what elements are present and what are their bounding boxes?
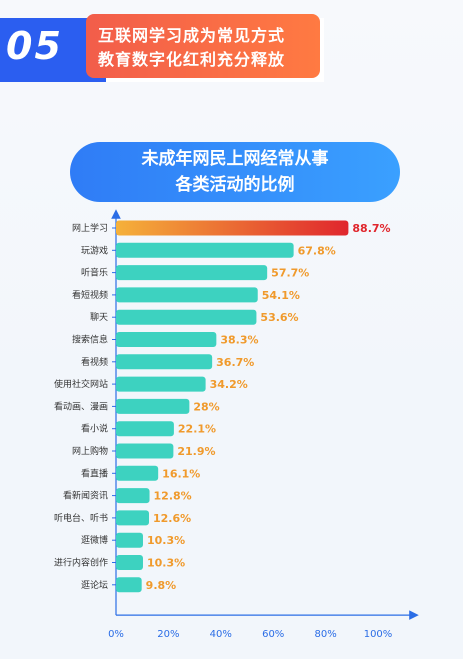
value-label-2: 57.7% [271,267,309,280]
bar-5 [116,332,217,347]
chart-title-pill [70,142,400,202]
bar-7 [116,376,206,392]
category-label-15: 进行内容创作 [54,557,108,569]
bar-15 [116,555,143,570]
section-number: 05 [6,24,63,68]
chart-title: 未成年网民上网经常从事 各类活动的比例 [70,146,400,198]
category-label-6: 看视频 [81,356,108,368]
category-label-12: 看新闻资讯 [63,490,108,502]
bar-3 [116,287,258,303]
value-label-10: 21.9% [177,445,215,458]
value-label-5: 38.3% [220,334,258,347]
section-heading-line-1: 互联网学习成为常见方式 [98,26,286,45]
section-heading-line-2: 教育数字化红利充分释放 [98,50,286,69]
bar-4 [116,309,257,325]
section-heading: 互联网学习成为常见方式 教育数字化红利充分释放 [98,24,316,72]
x-tick-label-0: 0% [108,629,124,640]
value-label-14: 10.3% [147,534,185,547]
value-label-12: 12.8% [154,490,192,503]
category-label-14: 逛微博 [81,534,108,546]
category-label-11: 看直播 [81,467,108,479]
value-label-7: 34.2% [210,378,248,391]
chart-title-line-1: 未成年网民上网经常从事 [141,149,329,169]
x-tick-label-3: 60% [262,629,284,640]
category-label-10: 网上购物 [72,445,108,457]
bar-9 [116,421,174,437]
bar-16 [116,577,142,593]
value-label-15: 10.3% [147,557,185,570]
category-label-8: 看动画、漫画 [54,400,108,412]
value-label-3: 54.1% [262,289,300,302]
value-label-0: 88.7% [352,222,390,235]
x-tick-label-2: 40% [210,629,232,640]
category-label-13: 听电台、听书 [54,512,108,524]
x-tick-label-5: 100% [364,629,393,640]
bar-8 [116,398,190,414]
value-label-6: 36.7% [216,356,254,369]
bar-11 [116,465,159,481]
x-tick-label-4: 80% [314,629,336,640]
value-label-9: 22.1% [178,423,216,436]
category-label-9: 看小说 [81,423,108,435]
bar-14 [116,532,143,548]
value-label-11: 16.1% [162,467,200,480]
bar-13 [116,510,150,526]
value-label-16: 9.8% [146,579,177,592]
section-banner-highlight [86,14,320,78]
value-label-13: 12.6% [153,512,191,525]
category-label-2: 听音乐 [81,267,108,279]
value-label-1: 67.8% [298,244,336,257]
chart-title-line-2: 各类活动的比例 [175,175,295,195]
category-label-16: 逛论坛 [81,579,108,591]
value-label-8: 28% [193,400,219,413]
bar-1 [116,242,294,258]
value-label-4: 53.6% [260,311,298,324]
bar-0 [116,220,349,236]
bar-12 [116,488,150,504]
category-label-7: 使用社交网站 [54,378,108,390]
category-label-1: 玩游戏 [81,244,108,256]
bar-6 [116,354,213,370]
bar-2 [116,265,268,281]
category-label-0: 网上学习 [72,222,108,234]
bar-10 [116,443,174,459]
category-label-4: 聊天 [90,311,108,323]
category-label-5: 搜索信息 [72,334,108,346]
x-tick-label-1: 20% [157,629,179,640]
category-label-3: 看短视频 [72,289,108,301]
